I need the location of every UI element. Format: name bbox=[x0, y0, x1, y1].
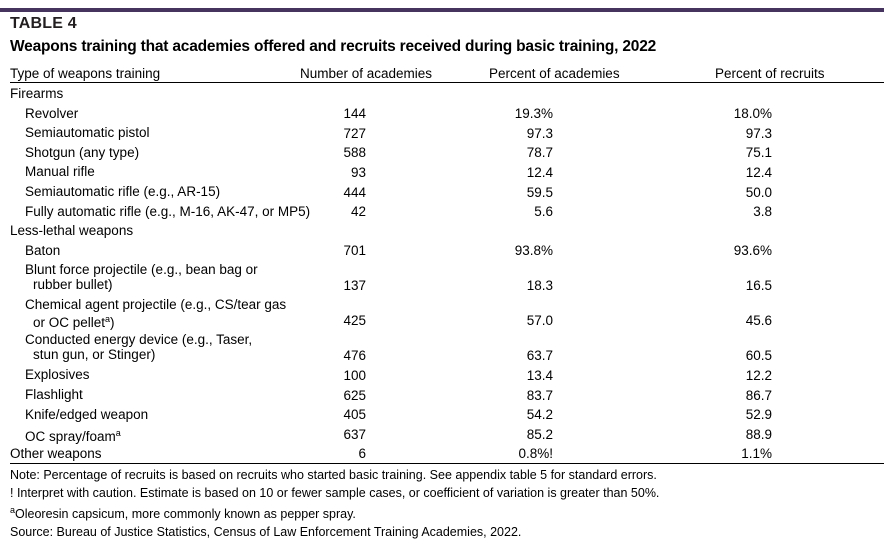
cell-percent-academies: 13.4 bbox=[526, 367, 553, 383]
table-row: Blunt force projectile (e.g., bean bag o… bbox=[0, 260, 884, 295]
table-row: Fully automatic rifle (e.g., M-16, AK-47… bbox=[0, 202, 884, 222]
cell-percent-academies: 12.4 bbox=[526, 164, 553, 180]
row-label: Revolver bbox=[25, 105, 79, 121]
cell-percent-academies: 97.3 bbox=[526, 125, 553, 141]
cell-percent-recruits: 45.6 bbox=[745, 313, 772, 329]
caution-text: ! Interpret with caution. Estimate is ba… bbox=[10, 485, 660, 500]
cell-percent-recruits: 88.9 bbox=[745, 426, 772, 442]
cell-number-academies: 727 bbox=[343, 125, 366, 141]
cell-percent-academies: 0.8%! bbox=[518, 446, 553, 462]
cell-number-academies: 476 bbox=[343, 348, 366, 364]
note-text: Note: Percentage of recruits is based on… bbox=[10, 468, 657, 482]
table-row: Revolver 144 19.3% 18.0% bbox=[0, 104, 884, 124]
header-number-academies: Number of academies bbox=[300, 66, 433, 81]
table-row: Semiautomatic rifle (e.g., AR-15) 444 59.5… bbox=[0, 182, 884, 202]
cell-number-academies: 137 bbox=[343, 278, 366, 294]
table-row: Explosives 100 13.4 12.2 bbox=[0, 365, 884, 385]
row-label: Conducted energy device (e.g., Taser, stu… bbox=[25, 332, 253, 363]
cell-percent-academies: 78.7 bbox=[526, 145, 553, 161]
cell-percent-academies: 5.6 bbox=[534, 204, 553, 220]
table-title: Weapons training that academies offered … bbox=[10, 38, 657, 55]
table-notes: Note: Percentage of recruits is based on… bbox=[10, 467, 659, 541]
cell-percent-academies: 93.8% bbox=[514, 243, 553, 259]
cell-number-academies: 6 bbox=[358, 446, 366, 462]
cell-number-academies: 42 bbox=[350, 204, 366, 220]
cell-number-academies: 405 bbox=[343, 407, 366, 423]
cell-number-academies: 444 bbox=[343, 184, 366, 200]
row-label: Semiautomatic pistol bbox=[25, 125, 150, 141]
cell-percent-recruits: 1.1% bbox=[741, 446, 772, 462]
table-row: OC spray/foama 637 85.2 88.9 bbox=[0, 424, 884, 444]
cell-percent-recruits: 18.0% bbox=[733, 106, 772, 122]
category-row: Firearms bbox=[0, 84, 884, 104]
cell-percent-recruits: 97.3 bbox=[745, 125, 772, 141]
row-label: Semiautomatic rifle (e.g., AR-15) bbox=[25, 183, 221, 199]
cell-percent-recruits: 93.6% bbox=[733, 243, 772, 259]
category-row: Less-lethal weapons bbox=[0, 221, 884, 241]
cell-percent-recruits: 12.2 bbox=[745, 367, 772, 383]
cell-percent-recruits: 50.0 bbox=[745, 184, 772, 200]
table-row: Knife/edged weapon 405 54.2 52.9 bbox=[0, 405, 884, 425]
row-label: Manual rifle bbox=[25, 164, 95, 180]
cell-percent-recruits: 86.7 bbox=[745, 387, 772, 403]
cell-percent-academies: 19.3% bbox=[514, 106, 553, 122]
table-label: TABLE 4 bbox=[10, 15, 77, 32]
category-row: Other weapons 6 0.8%! 1.1% bbox=[0, 444, 884, 464]
row-label: OC spray/foama bbox=[25, 428, 121, 445]
table-bottom-rule bbox=[10, 463, 884, 464]
cell-number-academies: 701 bbox=[343, 243, 366, 259]
cell-number-academies: 637 bbox=[343, 426, 366, 442]
cell-percent-recruits: 3.8 bbox=[753, 204, 772, 220]
title-bar-rule bbox=[0, 8, 884, 12]
footnote-text: aOleoresin capsicum, more commonly known… bbox=[10, 505, 356, 521]
table-row: Shotgun (any type) 588 78.7 75.1 bbox=[0, 143, 884, 163]
cell-percent-academies: 63.7 bbox=[526, 348, 553, 364]
table-row: Flashlight 625 83.7 86.7 bbox=[0, 385, 884, 405]
cell-percent-recruits: 75.1 bbox=[745, 145, 772, 161]
cell-percent-academies: 18.3 bbox=[526, 278, 553, 294]
cell-number-academies: 588 bbox=[343, 145, 366, 161]
table-row: Manual rifle 93 12.4 12.4 bbox=[0, 162, 884, 182]
cell-number-academies: 100 bbox=[343, 367, 366, 383]
header-rule bbox=[10, 82, 884, 83]
row-label: Chemical agent projectile (e.g., CS/tear… bbox=[25, 297, 287, 331]
table-row: Chemical agent projectile (e.g., CS/tear… bbox=[0, 295, 884, 330]
row-label: Fully automatic rifle (e.g., M-16, AK-47… bbox=[25, 203, 311, 219]
cell-percent-recruits: 16.5 bbox=[745, 278, 772, 294]
cell-percent-academies: 54.2 bbox=[526, 407, 553, 423]
row-label: Firearms bbox=[10, 86, 64, 101]
row-label: Flashlight bbox=[25, 386, 83, 402]
cell-percent-academies: 57.0 bbox=[526, 313, 553, 329]
row-label: Knife/edged weapon bbox=[25, 406, 149, 422]
header-type: Type of weapons training bbox=[10, 66, 161, 81]
cell-number-academies: 625 bbox=[343, 387, 366, 403]
cell-percent-recruits: 60.5 bbox=[745, 348, 772, 364]
cell-percent-recruits: 52.9 bbox=[745, 407, 772, 423]
footnote-marker: a bbox=[10, 505, 16, 515]
row-label: Other weapons bbox=[10, 445, 102, 461]
header-percent-recruits: Percent of recruits bbox=[715, 66, 825, 81]
cell-percent-academies: 83.7 bbox=[526, 387, 553, 403]
row-label: Blunt force projectile (e.g., bean bag o… bbox=[25, 262, 258, 293]
table-row: Conducted energy device (e.g., Taser, stu… bbox=[0, 330, 884, 365]
cell-number-academies: 93 bbox=[350, 164, 366, 180]
source-text: Source: Bureau of Justice Statistics, Ce… bbox=[10, 524, 522, 539]
row-label: Baton bbox=[25, 242, 61, 258]
row-label: Explosives bbox=[25, 367, 90, 383]
row-label: Less-lethal weapons bbox=[10, 223, 134, 239]
cell-percent-academies: 85.2 bbox=[526, 426, 553, 442]
table-row: Baton 701 93.8% 93.6% bbox=[0, 241, 884, 261]
cell-number-academies: 144 bbox=[343, 106, 366, 122]
table-row: Semiautomatic pistol 727 97.3 97.3 bbox=[0, 123, 884, 143]
cell-percent-academies: 59.5 bbox=[526, 184, 553, 200]
header-percent-academies: Percent of academies bbox=[489, 66, 620, 81]
row-label: Shotgun (any type) bbox=[25, 144, 140, 160]
cell-number-academies: 425 bbox=[343, 313, 366, 329]
table-body: Firearms Revolver 144 19.3% 18.0% Semiautomat… bbox=[0, 84, 884, 463]
cell-percent-recruits: 12.4 bbox=[745, 164, 772, 180]
